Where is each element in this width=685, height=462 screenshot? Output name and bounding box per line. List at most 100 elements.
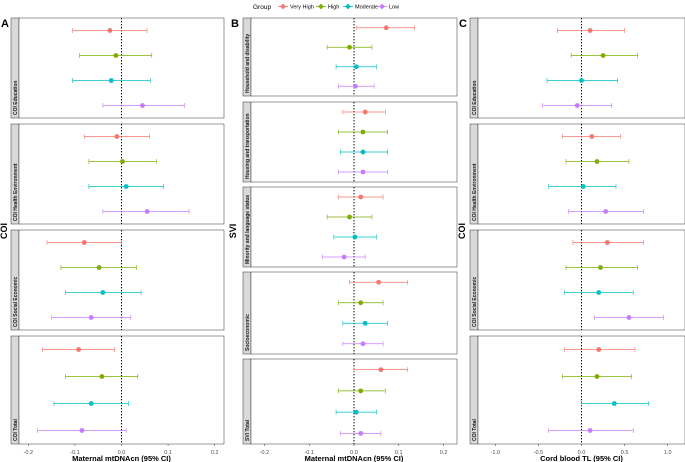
- x-tick-label: 0.5: [621, 450, 629, 456]
- estimate-point-very-high: [587, 28, 593, 33]
- x-tick-label: -0.2: [24, 450, 33, 456]
- legend-item-high: High: [316, 3, 339, 11]
- estimate-point-very-high: [589, 134, 595, 139]
- facet-panel: [18, 17, 225, 119]
- estimate-point-moderate: [611, 401, 617, 406]
- estimate-point-very-high: [76, 347, 82, 352]
- estimate-point-moderate: [353, 64, 359, 70]
- facet-coi-total: COI Total: [469, 335, 685, 445]
- estimate-point-moderate: [123, 184, 129, 189]
- legend-label: Low: [389, 5, 399, 11]
- estimate-point-low: [574, 103, 580, 108]
- estimate-point-very-high: [114, 134, 120, 139]
- facet-label: COI Total: [472, 419, 478, 441]
- estimate-point-low: [626, 315, 632, 320]
- x-tick-label: 1.0: [664, 450, 672, 456]
- facet-label: COI Education: [13, 81, 19, 115]
- facet-panel: [250, 271, 458, 355]
- estimate-point-high: [600, 53, 606, 58]
- facet-label: COI Health Environment: [13, 163, 19, 221]
- x-tick-label: -0.2: [260, 450, 269, 456]
- legend-title: Group: [253, 4, 271, 11]
- estimate-point-high: [598, 265, 603, 270]
- facet-coi-health-environment: COI Health Environment: [469, 123, 685, 225]
- chart-c: C COI COI Education COI Health Environment C…: [457, 17, 685, 462]
- facet-socioeconomic: Socioeconomic: [242, 271, 458, 355]
- legend: Group Very High High Moderate Low: [253, 3, 399, 11]
- legend-item-moderate: Moderate: [343, 3, 378, 11]
- legend-item-low: Low: [377, 3, 399, 11]
- facet-label: SVI Total: [245, 419, 251, 441]
- x-axis-title: Cord blood TL (95% CI): [540, 454, 623, 462]
- estimate-point-high: [99, 374, 105, 379]
- estimate-point-low: [88, 315, 94, 320]
- legend-key-diamond: [318, 3, 324, 10]
- estimate-point-high: [358, 300, 364, 306]
- x-tick-label: -0.1: [70, 450, 79, 456]
- estimate-point-low: [360, 341, 366, 347]
- facet-housing-and-transportation: Housing and transportation: [242, 101, 458, 183]
- estimate-point-high: [113, 53, 119, 58]
- estimate-point-low: [144, 209, 150, 214]
- x-tick-label: -0.1: [304, 450, 313, 456]
- estimate-point-high: [594, 159, 600, 164]
- facet-panel: [18, 123, 225, 225]
- chart-b: B SVI Household and disability Housing and …: [228, 17, 458, 462]
- x-tick-label: 0.0: [350, 450, 358, 456]
- chart-a: A COI COI Education COI Health Environment C…: [0, 17, 225, 462]
- x-tick-label: 0.0: [118, 450, 126, 456]
- facet-minority-and-language-status: Minority and language status: [242, 186, 458, 268]
- estimate-point-very-high: [604, 240, 610, 245]
- estimate-point-very-high: [358, 194, 364, 200]
- panel-letter: B: [231, 18, 239, 30]
- estimate-point-very-high: [107, 28, 113, 33]
- estimate-point-low: [79, 428, 85, 433]
- facet-coi-education: COI Education: [10, 17, 225, 119]
- facet-label: COI Social Economic: [13, 276, 19, 327]
- legend-key-diamond: [345, 3, 351, 10]
- facet-coi-health-environment: COI Health Environment: [10, 123, 225, 225]
- facet-label: Minority and language status: [245, 195, 251, 264]
- x-axis-title: Maternal mtDNAcn (95% CI): [305, 454, 404, 462]
- estimate-point-high: [120, 159, 125, 164]
- estimate-point-low: [603, 209, 609, 214]
- x-tick-label: -1.0: [491, 450, 500, 456]
- y-axis-title: COI: [0, 223, 9, 239]
- legend-item-very-high: Very High: [278, 3, 314, 11]
- estimate-point-low: [140, 103, 145, 108]
- facet-coi-total: COI Total: [10, 335, 225, 445]
- legend-label: Moderate: [355, 5, 378, 11]
- legend-label: High: [328, 5, 339, 11]
- estimate-point-low: [341, 254, 347, 260]
- estimate-point-high: [347, 44, 352, 50]
- facet-label: Housing and transportation: [245, 113, 251, 179]
- estimate-point-moderate: [596, 290, 602, 295]
- x-tick-label: 0.2: [440, 450, 448, 456]
- facet-coi-social-economic: COI Social Economic: [469, 229, 685, 331]
- facet-svi-total: SVI Total: [242, 358, 458, 445]
- estimate-point-moderate: [580, 184, 586, 189]
- estimate-point-low: [587, 428, 593, 433]
- estimate-point-very-high: [376, 279, 382, 285]
- estimate-point-low: [360, 169, 366, 175]
- y-axis-title: SVI: [228, 224, 238, 239]
- estimate-point-moderate: [353, 409, 359, 415]
- x-axis-title: Maternal mtDNAcn (95% CI): [72, 454, 171, 462]
- facet-coi-social-economic: COI Social Economic: [10, 229, 225, 331]
- facet-label: Household and disability: [245, 34, 251, 93]
- legend-label: Very High: [290, 5, 314, 11]
- panel-letter: C: [459, 18, 467, 30]
- x-tick-label: 0.2: [211, 450, 219, 456]
- x-tick-label: -0.5: [534, 450, 543, 456]
- y-axis-title: COI: [457, 223, 467, 239]
- estimate-point-very-high: [596, 347, 602, 352]
- legend-key-diamond: [280, 3, 286, 10]
- estimate-point-high: [360, 129, 366, 135]
- estimate-point-very-high: [383, 25, 389, 31]
- facet-coi-education: COI Education: [469, 17, 685, 119]
- estimate-point-moderate: [88, 401, 94, 406]
- estimate-point-moderate: [362, 320, 368, 326]
- estimate-point-high: [347, 214, 352, 220]
